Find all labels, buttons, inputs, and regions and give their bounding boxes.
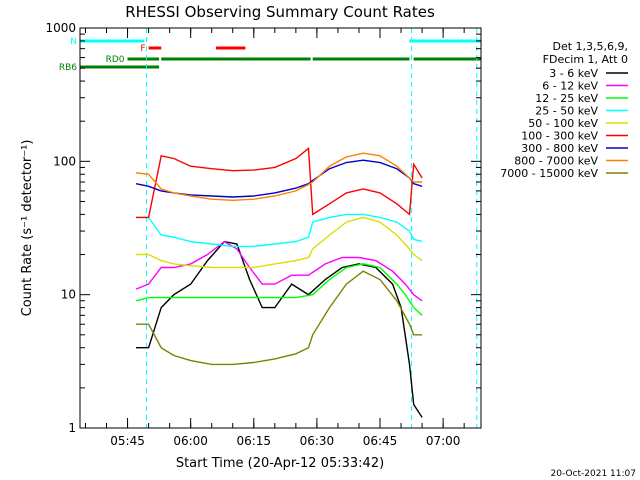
plot-frame	[79, 27, 482, 429]
flag-label-f: F	[140, 44, 145, 54]
x-tick-label: 06:30	[300, 434, 335, 448]
chart-title: RHESSI Observing Summary Count Rates	[125, 3, 435, 21]
observing-flags: N F RD0 RB6	[59, 37, 481, 73]
y-tick-label: 10	[61, 288, 76, 302]
legend-entry: 100 - 300 keV	[521, 130, 598, 143]
x-axis-label: Start Time (20-Apr-12 05:33:42)	[176, 456, 384, 471]
flag-label-n: N	[70, 37, 77, 47]
legend-entry: 800 - 7000 keV	[514, 155, 598, 168]
series-line	[135, 240, 423, 302]
legend-entry: 12 - 25 keV	[535, 92, 598, 105]
x-axis: 05:45 06:00 06:15 06:30 06:45 07:00	[84, 28, 465, 448]
x-tick-label: 05:45	[110, 434, 145, 448]
legend-header: Det 1,3,5,6,9,	[552, 40, 628, 53]
flag-label-rd0: RD0	[106, 55, 125, 65]
legend-entry: 7000 - 15000 keV	[500, 167, 598, 180]
mode-markers	[145, 28, 478, 428]
legend-entry: 3 - 6 keV	[549, 67, 598, 80]
y-axis: 1 10 100 1000	[45, 21, 481, 435]
x-tick-label: 06:00	[173, 434, 208, 448]
series-group	[135, 147, 423, 418]
legend-header: FDecim 1, Att 0	[543, 53, 628, 66]
legend-entry: 6 - 12 keV	[542, 80, 598, 93]
x-tick-label: 06:15	[236, 434, 271, 448]
y-axis-label: Count Rate (s⁻¹ detector⁻¹)	[20, 140, 35, 317]
flag-label-rb6: RB6	[59, 63, 77, 73]
series-line	[136, 213, 423, 248]
y-tick-label: 1	[68, 421, 76, 435]
series-line	[135, 263, 423, 316]
x-tick-label: 07:00	[426, 434, 461, 448]
y-tick-label: 100	[53, 154, 76, 168]
series-line	[136, 240, 423, 418]
legend: Det 1,3,5,6,9,FDecim 1, Att 03 - 6 keV6 …	[500, 40, 628, 180]
footer-date: 20-Oct-2021 11:07	[551, 469, 636, 479]
series-line	[136, 270, 423, 366]
y-tick-label: 1000	[45, 21, 76, 35]
legend-entry: 25 - 50 keV	[535, 105, 598, 118]
x-tick-label: 06:45	[363, 434, 398, 448]
series-line	[136, 216, 423, 269]
legend-entry: 300 - 800 keV	[521, 142, 598, 155]
legend-entry: 50 - 100 keV	[528, 117, 598, 130]
series-line	[136, 147, 423, 219]
series-line	[135, 152, 423, 202]
